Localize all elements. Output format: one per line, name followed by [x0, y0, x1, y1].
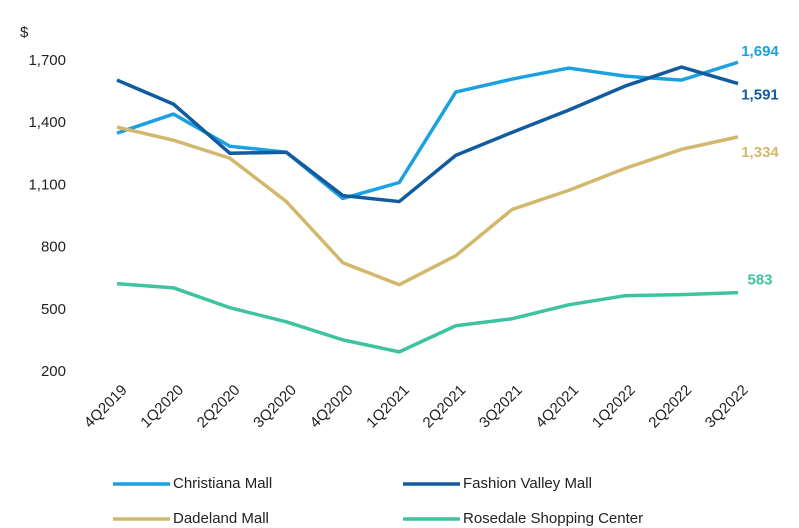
data-label: 1,591 — [741, 87, 779, 104]
legend-label: Christiana Mall — [173, 475, 272, 492]
x-tick-label: 3Q2020 — [250, 382, 300, 432]
series-line — [116, 60, 739, 201]
series-line — [116, 125, 739, 287]
y-tick-label: 800 — [41, 239, 66, 256]
x-tick-label: 4Q2021 — [532, 382, 582, 432]
legend-label: Dadeland Mall — [173, 510, 269, 527]
y-axis-label: $ — [20, 24, 29, 41]
x-tick-label: 3Q2021 — [476, 382, 526, 432]
series-line — [116, 281, 739, 354]
x-tick-label: 3Q2022 — [702, 382, 752, 432]
data-label: 1,694 — [741, 43, 779, 60]
x-tick-label: 2Q2021 — [420, 382, 470, 432]
x-tick-label: 1Q2021 — [363, 382, 413, 432]
y-tick-label: 1,100 — [28, 176, 66, 193]
data-label: 583 — [747, 272, 772, 289]
x-tick-label: 1Q2022 — [589, 382, 639, 432]
y-tick-label: 1,700 — [28, 52, 66, 69]
legend-label: Fashion Valley Mall — [463, 475, 592, 492]
series-line — [116, 65, 739, 204]
y-tick-label: 500 — [41, 301, 66, 318]
x-tick-label: 1Q2020 — [137, 382, 187, 432]
y-tick-label: 200 — [41, 363, 66, 380]
x-tick-label: 4Q2019 — [81, 382, 131, 432]
legend-label: Rosedale Shopping Center — [463, 510, 643, 527]
x-tick-label: 4Q2020 — [307, 382, 357, 432]
x-tick-label: 2Q2020 — [194, 382, 244, 432]
x-tick-label: 2Q2022 — [645, 382, 695, 432]
data-label: 1,334 — [741, 144, 779, 161]
y-tick-label: 1,400 — [28, 114, 66, 131]
